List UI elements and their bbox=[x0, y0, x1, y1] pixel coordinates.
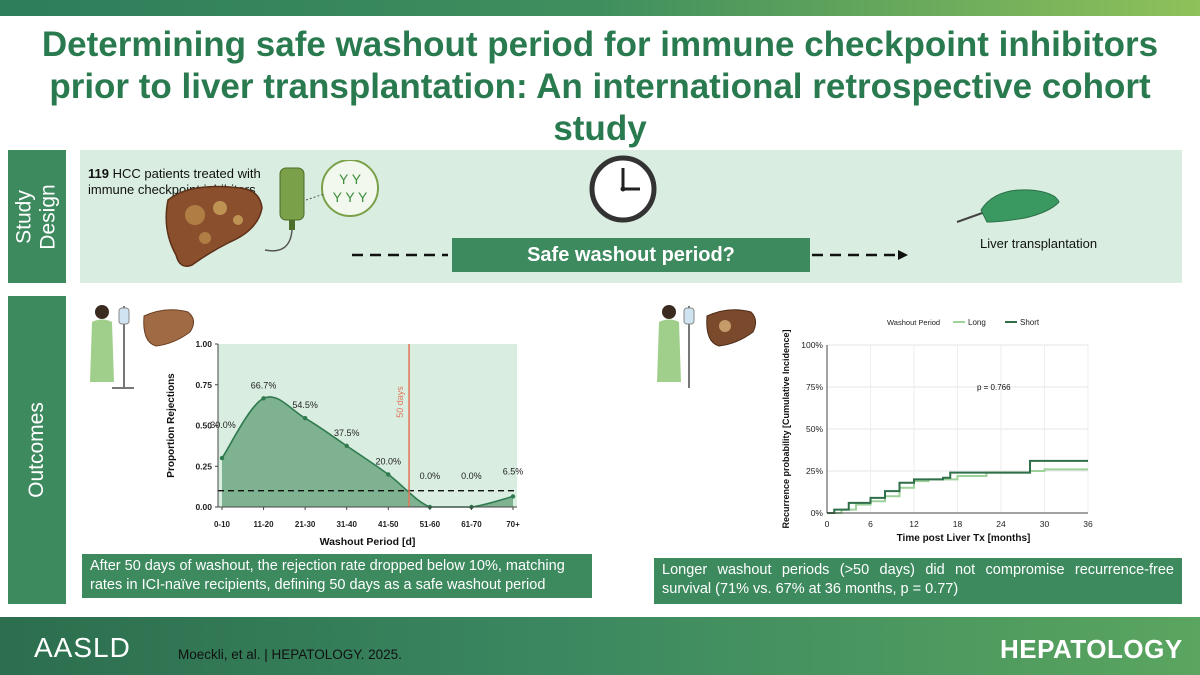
x-tick-label: 0 bbox=[825, 519, 830, 529]
data-point bbox=[510, 494, 516, 499]
x-tick-label: 21-30 bbox=[295, 520, 316, 529]
washout-50-label: 50 days bbox=[395, 386, 405, 418]
data-label: 6.5% bbox=[503, 466, 524, 476]
data-label: 20.0% bbox=[376, 456, 402, 466]
y-tick-label: 0.50 bbox=[195, 421, 212, 431]
page-title: Determining safe washout period for immu… bbox=[41, 25, 1159, 148]
patient-liver-illustration-left bbox=[90, 305, 194, 389]
x-tick-label: 61-70 bbox=[461, 520, 482, 529]
x-tick-label: 51-60 bbox=[420, 520, 441, 529]
y-axis-label: Recurrence probability [Cumulative Incid… bbox=[781, 329, 791, 528]
rejection-area bbox=[222, 396, 513, 507]
scalpel-hand-icon bbox=[956, 189, 1060, 223]
x-tick-label: 24 bbox=[996, 519, 1006, 529]
y-tick-label: 0% bbox=[811, 508, 824, 518]
x-tick-label: 0-10 bbox=[214, 520, 231, 529]
x-axis-label: Washout Period [d] bbox=[320, 536, 416, 548]
study-design-label: Study Design bbox=[8, 150, 66, 283]
journal-logo: HEPATOLOGY bbox=[1000, 634, 1183, 664]
cohort-count: 119 bbox=[88, 166, 109, 181]
legend-label: Short bbox=[1020, 318, 1040, 327]
x-tick-label: 70+ bbox=[506, 520, 520, 529]
x-tick-label: 12 bbox=[909, 519, 919, 529]
data-label: 0.0% bbox=[420, 471, 441, 481]
legend-title: Washout Period bbox=[887, 318, 940, 327]
svg-text:Y Y Y: Y Y Y bbox=[333, 189, 368, 205]
patient-liver-illustration-right bbox=[657, 305, 757, 388]
x-tick-label: 30 bbox=[1040, 519, 1050, 529]
citation-text: Moeckli, et al. | HEPATOLOGY. 2025. bbox=[178, 647, 402, 662]
series-line-short bbox=[827, 459, 1088, 514]
y-tick-label: 1.00 bbox=[195, 339, 212, 349]
data-point bbox=[219, 455, 225, 461]
x-tick-label: 31-40 bbox=[336, 520, 357, 529]
timeline-arrow bbox=[352, 250, 908, 260]
x-tick-label: 6 bbox=[868, 519, 873, 529]
iv-bag-icon bbox=[264, 167, 305, 252]
liver-icon bbox=[706, 309, 757, 347]
clock-icon bbox=[589, 155, 657, 223]
liver-icon bbox=[143, 309, 194, 347]
data-point bbox=[302, 415, 308, 421]
svg-text:Y Y: Y Y bbox=[339, 171, 362, 187]
liver-transplantation-label: Liver transplantation bbox=[980, 236, 1098, 251]
y-tick-label: 0.00 bbox=[195, 502, 212, 512]
rejection-chart: 0.00 0.25 0.50 0.75 1.00 50 days 30.0% 0-10 66.7… bbox=[166, 339, 524, 548]
safe-washout-banner: Safe washout period? bbox=[452, 238, 810, 272]
data-label: 37.5% bbox=[334, 428, 360, 438]
data-point bbox=[386, 472, 391, 477]
top-accent-bar bbox=[0, 0, 1200, 16]
y-tick-label: 0.75 bbox=[195, 380, 212, 390]
x-axis-label: Time post Liver Tx [months] bbox=[897, 533, 1031, 544]
antibody-circle-icon: Y Y Y Y Y bbox=[305, 160, 379, 217]
x-tick-label: 11-20 bbox=[254, 520, 275, 529]
outcomes-label: Outcomes bbox=[8, 296, 66, 604]
liver-icon bbox=[165, 185, 263, 267]
footer-bar bbox=[0, 617, 1200, 675]
y-tick-label: 100% bbox=[801, 340, 823, 350]
data-point bbox=[261, 396, 266, 401]
x-tick-label: 41-50 bbox=[378, 520, 399, 529]
legend-label: Long bbox=[968, 318, 986, 327]
data-label: 0.0% bbox=[461, 471, 482, 481]
data-label: 66.7% bbox=[251, 380, 277, 390]
y-tick-label: 0.25 bbox=[195, 461, 212, 471]
patient-icon bbox=[657, 305, 695, 388]
y-tick-label: 50% bbox=[806, 424, 823, 434]
aasld-logo: AASLD bbox=[34, 632, 131, 663]
y-tick-label: 25% bbox=[806, 466, 823, 476]
x-tick-label: 18 bbox=[953, 519, 963, 529]
data-point bbox=[344, 443, 349, 449]
patient-icon bbox=[90, 305, 134, 389]
x-tick-label: 36 bbox=[1083, 519, 1093, 529]
y-tick-label: 75% bbox=[806, 382, 823, 392]
right-summary-box: Longer washout periods (>50 days) did no… bbox=[654, 558, 1182, 604]
liver-drip-illustration: Y Y Y Y Y bbox=[165, 160, 379, 267]
left-summary-box: After 50 days of washout, the rejection … bbox=[82, 554, 592, 598]
p-value-annotation: p = 0.766 bbox=[977, 383, 1011, 392]
outcomes-label-text: Outcomes bbox=[25, 402, 49, 498]
data-label: 30.0% bbox=[210, 420, 236, 430]
data-label: 54.5% bbox=[292, 400, 318, 410]
study-design-label-text: Study Design bbox=[13, 183, 60, 250]
y-axis-label: Proportion Rejections bbox=[166, 373, 177, 478]
recurrence-chart: 0% 25% 50% 75% 100% 0 6 12 18 24 30 36 Time post Liv… bbox=[781, 318, 1093, 544]
